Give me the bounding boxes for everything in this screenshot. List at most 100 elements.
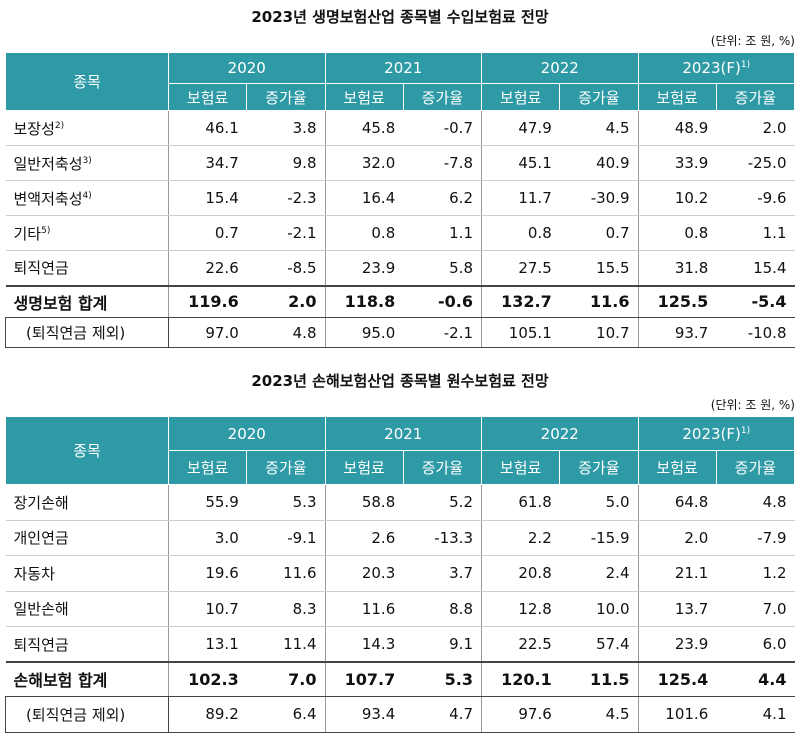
value-cell: -7.9 xyxy=(716,520,795,556)
value-cell: 34.7 xyxy=(167,145,247,181)
value-cell: 2.2 xyxy=(480,520,560,556)
footnote-mark: 5) xyxy=(41,225,51,236)
value-cell: 57.4 xyxy=(559,626,638,663)
subcol-header: 증가율 xyxy=(715,83,796,111)
subcol-header: 보험료 xyxy=(324,450,404,485)
value-cell: 46.1 xyxy=(167,110,247,146)
value-cell: 2.4 xyxy=(559,555,638,592)
value-cell: 45.8 xyxy=(324,110,404,146)
value-cell: 4.8 xyxy=(716,484,795,521)
year-label: 2020 xyxy=(227,59,266,77)
subcol-header: 보험료 xyxy=(637,450,717,485)
value-cell: 5.8 xyxy=(403,250,482,286)
value-cell: -30.9 xyxy=(559,180,638,216)
row-label: 일반저축성3) xyxy=(5,145,169,181)
table-row: 손해보험 합계 102.3 7.0 107.7 5.3 120.1 11.5 125.4 4.4 xyxy=(5,661,795,697)
value-cell: 5.0 xyxy=(559,484,638,521)
value-cell: -10.8 xyxy=(716,317,795,348)
row-label: 보장성2) xyxy=(5,110,169,146)
table-block: 2023년 손해보험산업 종목별 원수보험료 전망 (단위: 조 원, %) 종목 2… xyxy=(5,368,796,733)
year-label: 2023(F) xyxy=(682,59,741,77)
table-row: 일반저축성3) 34.7 9.8 32.0 -7.8 45.1 40.9 33.9 -25.0 xyxy=(5,145,795,181)
header-row: 종목 2020 2021 2022 2023(F)1) xyxy=(5,416,795,485)
value-cell: -9.1 xyxy=(246,520,325,556)
value-cell: 7.0 xyxy=(716,591,795,627)
value-cell: 31.8 xyxy=(637,250,717,286)
value-cell: 3.0 xyxy=(167,520,247,556)
value-cell: 23.9 xyxy=(637,626,717,663)
value-cell: 11.5 xyxy=(559,661,638,697)
value-cell: 22.6 xyxy=(167,250,247,286)
value-cell: 97.6 xyxy=(480,696,560,733)
value-cell: 11.7 xyxy=(480,180,560,216)
value-cell: 105.1 xyxy=(480,317,560,348)
value-cell: 16.4 xyxy=(324,180,404,216)
value-cell: 1.2 xyxy=(716,555,795,592)
subcol-header: 증가율 xyxy=(402,450,483,485)
value-cell: 1.1 xyxy=(716,215,795,251)
value-cell: 11.6 xyxy=(324,591,404,627)
row-label-text: 생명보험 합계 xyxy=(13,293,108,313)
value-cell: 0.8 xyxy=(324,215,404,251)
value-cell: 107.7 xyxy=(324,661,404,697)
value-cell: 4.5 xyxy=(559,110,638,146)
row-label: 일반손해 xyxy=(5,591,169,627)
value-cell: 4.5 xyxy=(559,696,638,733)
subcol-header: 증가율 xyxy=(246,83,326,111)
value-cell: 10.7 xyxy=(167,591,247,627)
value-cell: -8.5 xyxy=(246,250,325,286)
footnote-mark: 1) xyxy=(740,60,751,70)
value-cell: 0.7 xyxy=(559,215,638,251)
row-label-text: 일반손해 xyxy=(13,600,69,619)
table-row: 보장성2) 46.1 3.8 45.8 -0.7 47.9 4.5 48.9 2.0 xyxy=(5,110,795,146)
value-cell: 11.4 xyxy=(246,626,325,663)
value-cell: 20.8 xyxy=(480,555,560,592)
value-cell: -0.6 xyxy=(403,284,482,318)
value-cell: -5.4 xyxy=(716,284,795,318)
value-cell: 102.3 xyxy=(167,661,247,697)
table-row: 퇴직연금 22.6 -8.5 23.9 5.8 27.5 15.5 31.8 15.4 xyxy=(5,250,795,286)
value-cell: 1.1 xyxy=(403,215,482,251)
value-cell: 0.7 xyxy=(167,215,247,251)
subcol-header: 증가율 xyxy=(715,450,796,485)
year-header: 2021 xyxy=(324,416,482,451)
value-cell: 10.0 xyxy=(559,591,638,627)
year-label: 2022 xyxy=(540,424,579,443)
value-cell: 95.0 xyxy=(324,317,404,348)
value-cell: 118.8 xyxy=(324,284,404,318)
value-cell: 12.8 xyxy=(480,591,560,627)
value-cell: 58.8 xyxy=(324,484,404,521)
subcol-header: 보험료 xyxy=(637,83,717,111)
year-label: 2023(F) xyxy=(682,424,741,443)
value-cell: 4.8 xyxy=(246,317,325,348)
subcol-header: 보험료 xyxy=(167,83,248,111)
value-cell: 10.7 xyxy=(559,317,638,348)
year-header: 2023(F)1) xyxy=(637,416,795,451)
value-cell: 2.0 xyxy=(716,110,795,146)
value-cell: 32.0 xyxy=(324,145,404,181)
footnote-mark: 1) xyxy=(740,425,751,436)
row-label-text: 기타 xyxy=(13,224,42,243)
value-cell: 4.4 xyxy=(716,661,795,697)
row-label-text: 개인연금 xyxy=(13,529,69,548)
value-cell: 20.3 xyxy=(324,555,404,592)
subcol-header: 증가율 xyxy=(559,83,639,111)
subcol-header: 증가율 xyxy=(246,450,326,485)
value-cell: -15.9 xyxy=(559,520,638,556)
table-title: 2023년 손해보험산업 종목별 원수보험료 전망 xyxy=(251,372,549,390)
header-cell: 종목 xyxy=(5,52,169,111)
table-row: 생명보험 합계 119.6 2.0 118.8 -0.6 132.7 11.6 125.5 -5… xyxy=(5,284,795,318)
row-label-text: 퇴직연금 xyxy=(13,259,69,278)
value-cell: 89.2 xyxy=(167,696,247,733)
unit-note: (단위: 조 원, %) xyxy=(710,398,795,412)
value-cell: 5.2 xyxy=(403,484,482,521)
row-label-text: (퇴직연금 제외) xyxy=(26,705,126,724)
value-cell: 15.5 xyxy=(559,250,638,286)
row-label: 자동차 xyxy=(5,555,169,592)
subcol-header: 증가율 xyxy=(402,83,483,111)
footnote-mark: 4) xyxy=(82,190,92,201)
table-row: 일반손해 10.7 8.3 11.6 8.8 12.8 10.0 13.7 7.0 xyxy=(5,591,795,627)
value-cell: 6.2 xyxy=(403,180,482,216)
value-cell: 6.0 xyxy=(716,626,795,663)
value-cell: 15.4 xyxy=(167,180,247,216)
